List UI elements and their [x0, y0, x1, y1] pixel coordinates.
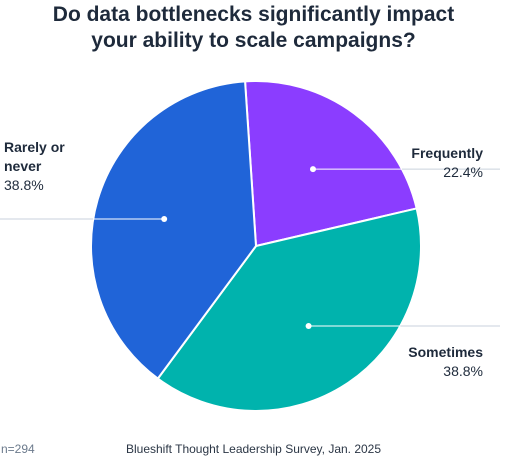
label-frequently-value: 22.4%	[443, 164, 483, 180]
label-frequently: Frequently 22.4%	[411, 144, 483, 182]
chart-title: Do data bottlenecks significantly impact…	[0, 2, 507, 54]
label-sometimes-name: Sometimes	[408, 344, 483, 360]
label-rarely-value: 38.8%	[4, 177, 44, 193]
pie-slice-frequently	[244, 79, 418, 247]
chart-title-line-2: your ability to scale campaigns?	[91, 29, 416, 52]
label-sometimes-value: 38.8%	[443, 363, 483, 379]
label-rarely-or-never: Rarely or never 38.8%	[4, 138, 65, 195]
source-note: Blueshift Thought Leadership Survey, Jan…	[125, 442, 382, 456]
pie-slice-sometimes	[156, 207, 422, 412]
leader-dot-rarely-or-never	[161, 216, 168, 222]
leader-dot-frequently	[310, 166, 316, 173]
pie-slice-rarely-or-never	[90, 80, 257, 380]
label-rarely-name-line-1: Rarely or	[4, 139, 65, 155]
label-rarely-name-line-2: never	[4, 158, 42, 174]
leader-dot-sometimes	[305, 323, 312, 329]
chart-title-line-1: Do data bottlenecks significantly impact	[52, 3, 455, 26]
label-frequently-name: Frequently	[411, 145, 483, 161]
label-sometimes: Sometimes 38.8%	[408, 343, 483, 381]
sample-size: n=294	[1, 442, 35, 456]
